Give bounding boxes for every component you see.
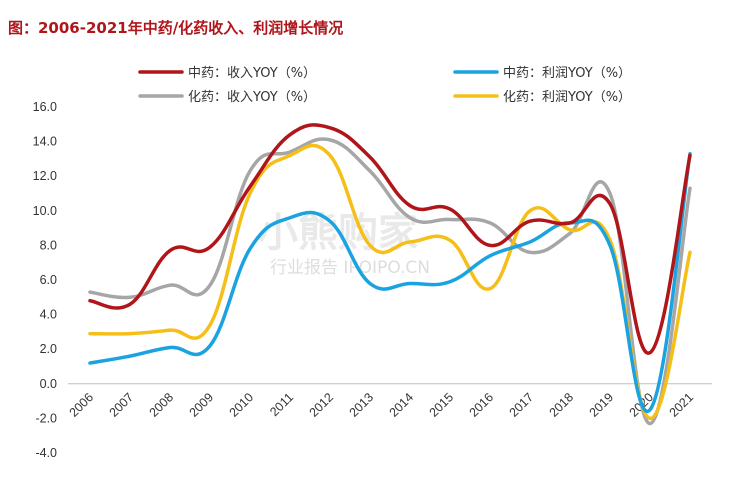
y-tick-label: 0.0 — [40, 377, 57, 391]
series-lines — [88, 123, 692, 426]
y-axis-ticks: 16.0 14.0 12.0 10.0 8.0 6.0 4.0 2.0 0.0 -2.0 -4.0 — [33, 100, 57, 460]
chart-title: 图：2006-2021年中药/化药收入、利润增长情况 — [8, 19, 344, 37]
x-tick-label: 2006 — [67, 390, 97, 420]
watermark-url-text: 行业报告 IPOIPO.CN — [270, 258, 430, 278]
y-tick-label: 16.0 — [33, 100, 57, 114]
x-tick-label: 2011 — [267, 390, 296, 419]
y-tick-label: -4.0 — [35, 446, 57, 460]
y-tick-label: 12.0 — [33, 169, 57, 183]
y-tick-label: 4.0 — [40, 308, 57, 322]
x-tick-label: 2019 — [587, 390, 617, 420]
legend-label: 化药：利润YOY（%） — [503, 90, 631, 105]
legend-label: 中药：收入YOY（%） — [188, 66, 316, 81]
y-tick-label: 14.0 — [33, 135, 57, 149]
y-tick-label: 8.0 — [40, 238, 57, 252]
series-line-2 — [88, 151, 692, 414]
x-tick-label: 2007 — [107, 390, 137, 420]
y-tick-label: 6.0 — [40, 273, 57, 287]
x-tick-label: 2014 — [387, 390, 417, 420]
series-line-1 — [88, 123, 692, 355]
y-tick-label: 10.0 — [33, 204, 57, 218]
x-tick-label: 2015 — [427, 390, 457, 420]
x-tick-label: 2012 — [307, 390, 337, 420]
x-tick-label: 2009 — [187, 390, 217, 420]
x-axis-ticks: 2006 2007 2008 2009 2010 2011 2012 2013 2014 2015… — [67, 390, 697, 420]
x-tick-label: 2017 — [507, 390, 537, 420]
legend: 中药：收入YOY（%） 中药：利润YOY（%） 化药：收入YOY（%） 化药：利润YO… — [138, 66, 631, 105]
x-tick-label: 2018 — [547, 390, 577, 420]
y-tick-label: -2.0 — [35, 411, 57, 425]
y-tick-label: 2.0 — [40, 342, 57, 356]
legend-label: 化药：收入YOY（%） — [188, 90, 316, 105]
x-tick-label: 2010 — [227, 390, 257, 420]
x-tick-label: 2016 — [467, 390, 497, 420]
legend-label: 中药：利润YOY（%） — [503, 66, 631, 81]
x-tick-label: 2021 — [667, 390, 697, 420]
x-tick-label: 2013 — [347, 390, 377, 420]
series-line-4 — [88, 143, 692, 421]
x-tick-label: 2008 — [147, 390, 177, 420]
series-line-3 — [88, 137, 692, 426]
